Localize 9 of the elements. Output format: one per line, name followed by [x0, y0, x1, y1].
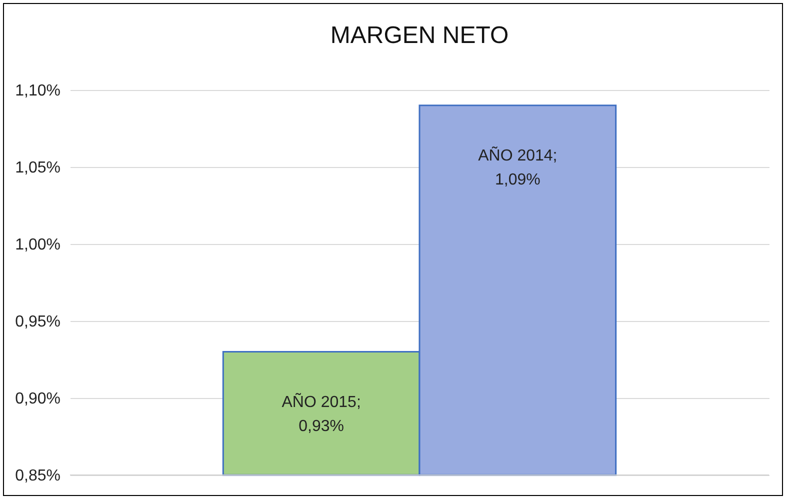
data-label: AÑO 2014; 1,09% [478, 145, 558, 188]
y-tick-label: 0,95% [15, 314, 60, 330]
y-tick-label: 1,05% [15, 160, 60, 176]
data-label: AÑO 2015; 0,93% [282, 392, 361, 435]
chart-title: MARGEN NETO [330, 22, 509, 49]
y-tick-label: 1,00% [15, 236, 60, 254]
y-tick-label: 0,90% [15, 390, 60, 408]
y-tick-label: 1,10% [15, 82, 60, 100]
y-tick-label: 0,85% [15, 468, 60, 484]
